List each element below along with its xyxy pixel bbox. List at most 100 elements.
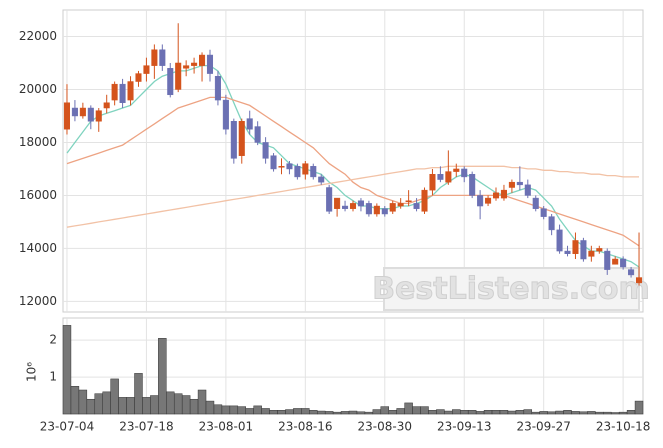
volume-bar [189, 398, 199, 415]
candle-body [461, 168, 468, 178]
candle-body [262, 142, 269, 159]
candle-body [421, 189, 428, 212]
candle-body [612, 258, 619, 265]
candle-body [524, 184, 531, 196]
volume-bar [205, 400, 215, 415]
price-panel [62, 9, 644, 313]
volume-bar [158, 338, 167, 415]
candle-body [477, 195, 484, 207]
volume-bar [539, 411, 548, 415]
moving-average-line [66, 64, 640, 268]
volume-bar [86, 398, 96, 415]
volume-bar [166, 391, 175, 415]
volume-bar [285, 409, 294, 415]
volume-bar [388, 410, 397, 415]
volume-bar [78, 389, 88, 415]
candle-body [103, 102, 110, 109]
volume-bar [229, 405, 239, 415]
volume-bar [396, 408, 405, 415]
x-tick-label: 23-07-18 [119, 420, 173, 434]
volume-bar [261, 408, 270, 415]
candle-body [604, 250, 611, 270]
volume-bar [118, 397, 127, 415]
candle-body [485, 197, 492, 204]
volume-bar [404, 402, 413, 415]
volume-bar [245, 408, 254, 415]
volume-bar [467, 410, 477, 415]
candle-body [310, 166, 317, 178]
volume-bar [70, 386, 80, 415]
volume-bar [563, 410, 572, 415]
y-tick-label: 12000 [19, 294, 57, 308]
x-tick-label: 23-10-18 [596, 420, 650, 434]
candle-body [588, 250, 595, 257]
candle-body [500, 189, 507, 199]
volume-bar [221, 405, 231, 415]
candle-body [405, 200, 412, 202]
volume-bar [531, 411, 540, 415]
y-tick-label: 18000 [19, 135, 57, 149]
volume-bar [507, 410, 517, 415]
candle-body [556, 229, 563, 252]
volume-bar [102, 391, 111, 415]
y-tick-label: 22000 [19, 29, 57, 43]
volume-bar [444, 410, 453, 415]
candle-body [437, 173, 444, 180]
candle-body [342, 205, 349, 209]
candle-body [135, 73, 142, 82]
volume-bar [293, 408, 302, 415]
volume-bar [197, 389, 207, 415]
candle-body [596, 248, 603, 252]
volume-bar [428, 410, 437, 415]
candle-body [429, 173, 436, 191]
x-tick-label: 23-09-27 [516, 420, 570, 434]
volume-bar [309, 410, 318, 415]
volume-bar [301, 408, 310, 415]
candle-body [389, 203, 396, 212]
volume-bar [332, 411, 342, 415]
watermark-group: BestListens.com [372, 267, 650, 311]
candle-body [95, 110, 102, 122]
volume-bar [460, 410, 469, 415]
candle-body [318, 176, 325, 183]
candle-body [357, 200, 364, 207]
x-tick-label: 23-08-16 [278, 420, 332, 434]
volume-bar [213, 404, 223, 415]
volume-bar [356, 411, 366, 415]
volume-bar [436, 409, 445, 415]
candle-body [199, 54, 206, 66]
volume-bar [515, 410, 525, 415]
y-tick-label: 16000 [19, 188, 57, 202]
candle-body [127, 81, 134, 101]
volume-bar [94, 393, 103, 415]
volume-bar [340, 411, 350, 415]
volume-bar [420, 406, 429, 415]
candle-body [564, 250, 571, 254]
y-tick-label: 14000 [19, 241, 57, 255]
volume-bar [626, 410, 636, 415]
candle-body [246, 118, 253, 130]
candle-body [254, 126, 261, 143]
candle-body [532, 197, 539, 209]
volume-bar [483, 410, 493, 415]
candle-body [548, 216, 555, 231]
candle-body [365, 203, 372, 215]
candle-body [508, 181, 515, 188]
volume-bar [173, 393, 183, 415]
candle-body [349, 203, 357, 209]
x-tick-label: 23-08-30 [358, 420, 412, 434]
volume-bar [150, 395, 159, 415]
volume-bar [571, 411, 580, 415]
y-tick-label: 2 [49, 333, 57, 347]
volume-bar [348, 410, 358, 415]
volume-bar [595, 411, 604, 415]
candle-body [302, 163, 309, 175]
candle-body [222, 99, 229, 130]
volume-bar [475, 411, 485, 415]
volume-bar [587, 411, 596, 415]
candle-body [206, 54, 214, 74]
volume-bar [134, 373, 143, 415]
candle-body [175, 62, 182, 90]
volume-bar [499, 410, 509, 415]
